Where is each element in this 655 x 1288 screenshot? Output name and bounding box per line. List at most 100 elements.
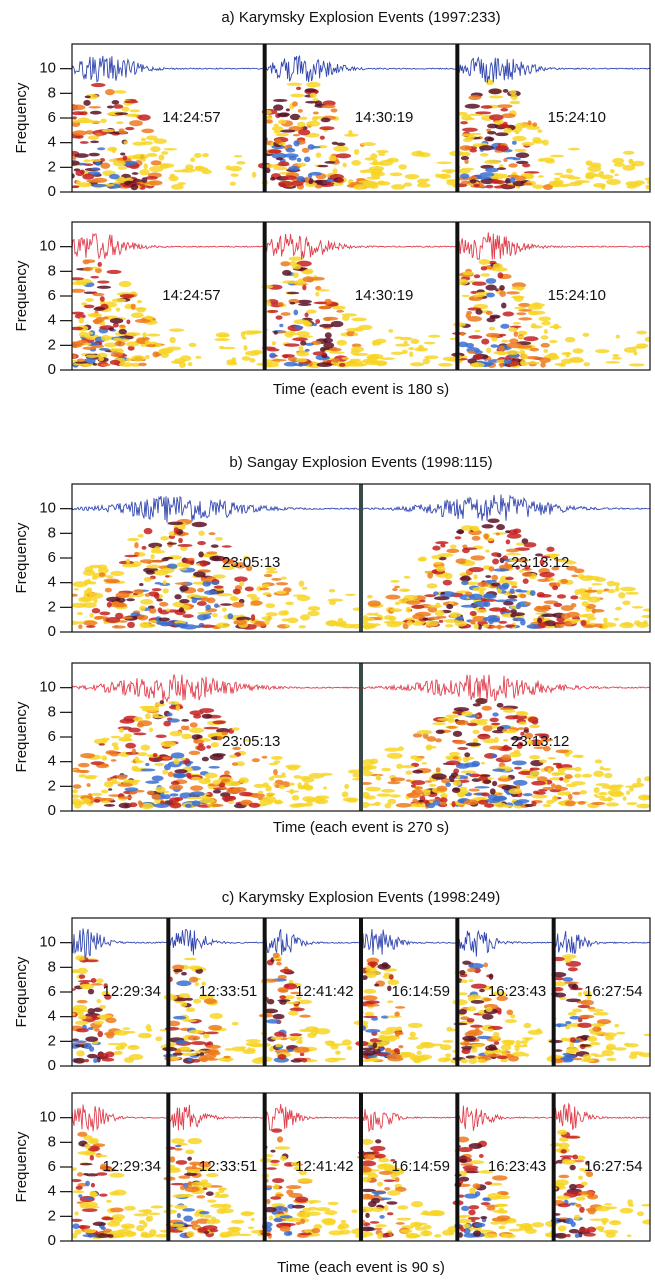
spectral-energy: [569, 1229, 579, 1234]
spectral-energy: [431, 1044, 443, 1047]
spectral-energy: [456, 530, 464, 533]
spectral-energy: [559, 777, 563, 781]
spectral-energy: [644, 1034, 654, 1037]
event-label: 12:29:34: [103, 983, 161, 1000]
event-label: 23:13:12: [511, 554, 569, 571]
spectral-energy: [406, 600, 421, 604]
spectral-energy: [280, 261, 290, 266]
spectral-energy: [92, 178, 108, 183]
spectral-energy: [463, 271, 474, 275]
spectral-energy: [286, 1002, 299, 1004]
y-tick-label: 8: [48, 958, 56, 975]
spectral-energy: [436, 730, 445, 734]
spectral-energy: [195, 625, 201, 628]
spectral-energy: [460, 152, 470, 156]
event-label: 12:33:51: [199, 1158, 257, 1175]
spectral-energy: [457, 747, 468, 750]
spectral-energy: [85, 1036, 98, 1041]
spectral-energy: [573, 348, 584, 353]
spectral-energy: [508, 327, 517, 332]
spectral-energy: [216, 623, 230, 628]
spectral-energy: [529, 755, 540, 759]
spectral-energy: [274, 331, 278, 335]
spectral-energy: [452, 801, 456, 807]
spectral-energy: [134, 542, 138, 548]
spectral-energy: [190, 710, 204, 715]
spectral-energy: [114, 1030, 129, 1036]
spectral-energy: [482, 524, 494, 528]
event-label: 16:27:54: [584, 1158, 642, 1175]
spectral-energy: [113, 104, 123, 108]
spectral-energy: [113, 746, 119, 751]
spectral-energy: [91, 83, 106, 87]
spectral-energy: [293, 310, 298, 316]
spectral-energy: [78, 182, 89, 187]
spectral-energy: [481, 105, 493, 109]
spectral-energy: [141, 768, 156, 771]
spectral-energy: [566, 1136, 581, 1139]
spectral-energy: [101, 755, 107, 760]
spectral-energy: [139, 583, 143, 586]
chart-title: c) Karymsky Explosion Events (1998:249): [222, 889, 500, 906]
spectral-energy: [515, 1046, 520, 1052]
spectral-energy: [568, 148, 580, 151]
seismogram-trace: [72, 929, 168, 958]
spectral-energy: [194, 153, 202, 158]
spectral-energy: [84, 1229, 96, 1233]
spectral-energy: [548, 353, 557, 358]
spectral-energy: [183, 1215, 192, 1221]
spectral-energy: [219, 1187, 227, 1190]
spectral-energy: [293, 140, 299, 146]
spectral-energy: [596, 783, 610, 786]
event-label: 16:14:59: [392, 1158, 450, 1175]
spectral-energy: [119, 281, 132, 287]
spectral-energy: [497, 1010, 501, 1014]
spectral-energy: [606, 1044, 616, 1050]
spectral-energy: [499, 285, 505, 291]
spectral-energy: [474, 786, 489, 788]
spectral-energy: [591, 1023, 605, 1027]
spectral-energy: [133, 1213, 148, 1216]
spectral-energy: [248, 1227, 254, 1229]
spectral-energy: [72, 116, 77, 119]
spectral-energy: [107, 602, 112, 608]
spectral-energy: [88, 1140, 99, 1144]
spectral-energy: [538, 622, 548, 627]
spectral-energy: [75, 1021, 89, 1025]
spectral-energy: [299, 346, 304, 352]
spectral-energy: [489, 327, 495, 331]
spectral-energy: [297, 782, 301, 787]
spectral-energy: [191, 777, 201, 781]
seismogram-trace: [72, 56, 265, 82]
spectral-energy: [112, 601, 119, 605]
spectral-energy: [310, 93, 317, 98]
spectral-energy: [119, 325, 125, 328]
spectral-energy: [145, 340, 150, 344]
spectral-energy: [141, 745, 151, 751]
spectral-energy: [193, 571, 206, 577]
spectral-energy: [467, 1006, 476, 1011]
spectral-energy: [326, 182, 335, 185]
spectral-energy: [634, 620, 641, 625]
seismogram-trace: [361, 1109, 457, 1131]
spectral-energy: [232, 1022, 239, 1026]
spectral-energy: [188, 1036, 200, 1041]
seismogram-trace: [265, 56, 458, 82]
spectral-energy: [361, 1172, 376, 1175]
spectral-energy: [239, 792, 253, 796]
spectral-energy: [488, 518, 500, 523]
spectral-energy: [191, 1041, 206, 1045]
spectral-energy: [324, 161, 335, 164]
spectral-energy: [169, 1224, 184, 1227]
spectral-energy: [472, 536, 481, 541]
spectral-energy: [384, 747, 399, 751]
spectral-energy: [192, 522, 207, 527]
spectral-energy: [629, 159, 633, 163]
spectral-energy: [522, 163, 530, 167]
spectral-energy: [97, 280, 109, 283]
spectral-energy: [461, 605, 476, 608]
spectral-energy: [408, 1037, 419, 1040]
spectral-energy: [76, 1050, 85, 1056]
spectral-energy: [612, 357, 623, 360]
spectral-energy: [565, 337, 576, 343]
